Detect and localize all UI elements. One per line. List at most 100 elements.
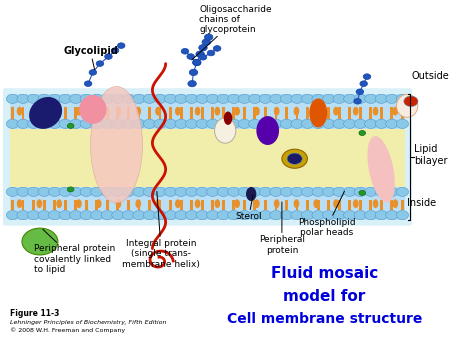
FancyBboxPatch shape: [3, 88, 412, 226]
Ellipse shape: [333, 199, 339, 208]
Bar: [43, 200, 46, 210]
Circle shape: [259, 119, 272, 129]
Circle shape: [365, 211, 377, 220]
Circle shape: [365, 119, 377, 129]
Ellipse shape: [373, 199, 378, 208]
Circle shape: [84, 81, 92, 87]
Circle shape: [228, 187, 240, 196]
Circle shape: [312, 187, 324, 196]
Circle shape: [80, 187, 92, 196]
Bar: [243, 106, 246, 119]
Bar: [222, 200, 225, 210]
Circle shape: [291, 211, 303, 220]
Bar: [211, 106, 214, 119]
Bar: [53, 106, 56, 119]
Bar: [348, 106, 351, 119]
Circle shape: [204, 34, 213, 40]
Circle shape: [301, 94, 314, 103]
Circle shape: [143, 187, 155, 196]
Circle shape: [333, 211, 346, 220]
Circle shape: [189, 69, 198, 76]
Circle shape: [249, 119, 261, 129]
Ellipse shape: [373, 107, 378, 116]
Circle shape: [59, 119, 72, 129]
Circle shape: [111, 48, 119, 53]
Bar: [137, 200, 140, 210]
Circle shape: [207, 119, 219, 129]
Bar: [296, 200, 299, 210]
Bar: [106, 106, 109, 119]
Bar: [401, 200, 404, 210]
Ellipse shape: [293, 199, 299, 208]
Circle shape: [101, 187, 113, 196]
Circle shape: [217, 119, 229, 129]
Bar: [222, 106, 225, 119]
Bar: [22, 200, 25, 210]
Bar: [95, 106, 98, 119]
Ellipse shape: [56, 199, 62, 208]
Circle shape: [17, 119, 29, 129]
Bar: [391, 106, 393, 119]
Circle shape: [202, 39, 210, 45]
Circle shape: [133, 211, 145, 220]
Bar: [190, 106, 193, 119]
Bar: [306, 200, 309, 210]
Circle shape: [375, 119, 387, 129]
Bar: [74, 106, 77, 119]
Bar: [117, 106, 119, 119]
Bar: [74, 200, 77, 210]
Circle shape: [396, 94, 409, 103]
Ellipse shape: [234, 107, 240, 116]
Circle shape: [89, 70, 97, 75]
Circle shape: [101, 119, 113, 129]
Circle shape: [354, 211, 366, 220]
Bar: [274, 200, 277, 210]
Circle shape: [375, 187, 387, 196]
Bar: [10, 94, 405, 220]
Text: Glycolipid: Glycolipid: [63, 46, 118, 70]
Circle shape: [354, 187, 366, 196]
Circle shape: [375, 211, 387, 220]
Circle shape: [363, 74, 371, 80]
Circle shape: [27, 94, 40, 103]
Ellipse shape: [96, 199, 101, 208]
Circle shape: [164, 211, 177, 220]
Circle shape: [22, 228, 58, 255]
Text: Oligosaccharide
chains of
glycoprotein: Oligosaccharide chains of glycoprotein: [192, 5, 272, 60]
Circle shape: [48, 119, 61, 129]
Circle shape: [143, 119, 155, 129]
Circle shape: [193, 60, 201, 65]
Ellipse shape: [246, 187, 256, 201]
Bar: [64, 200, 67, 210]
Circle shape: [196, 211, 209, 220]
Ellipse shape: [353, 199, 359, 208]
Ellipse shape: [36, 199, 42, 208]
Bar: [148, 200, 151, 210]
Ellipse shape: [254, 199, 260, 208]
Circle shape: [386, 211, 398, 220]
Circle shape: [365, 94, 377, 103]
Circle shape: [175, 187, 187, 196]
Ellipse shape: [79, 95, 107, 124]
Circle shape: [185, 211, 198, 220]
Ellipse shape: [116, 199, 121, 208]
Bar: [348, 200, 351, 210]
Bar: [264, 200, 267, 210]
Circle shape: [291, 187, 303, 196]
Bar: [137, 106, 140, 119]
Bar: [201, 106, 204, 119]
Bar: [106, 200, 109, 210]
Circle shape: [80, 94, 92, 103]
Circle shape: [112, 94, 124, 103]
Circle shape: [249, 94, 261, 103]
Ellipse shape: [353, 107, 359, 116]
Ellipse shape: [224, 111, 232, 125]
Bar: [306, 106, 309, 119]
Circle shape: [122, 211, 135, 220]
Ellipse shape: [36, 107, 42, 116]
Circle shape: [154, 211, 166, 220]
Circle shape: [133, 94, 145, 103]
Circle shape: [48, 94, 61, 103]
Bar: [85, 106, 88, 119]
Circle shape: [312, 94, 324, 103]
